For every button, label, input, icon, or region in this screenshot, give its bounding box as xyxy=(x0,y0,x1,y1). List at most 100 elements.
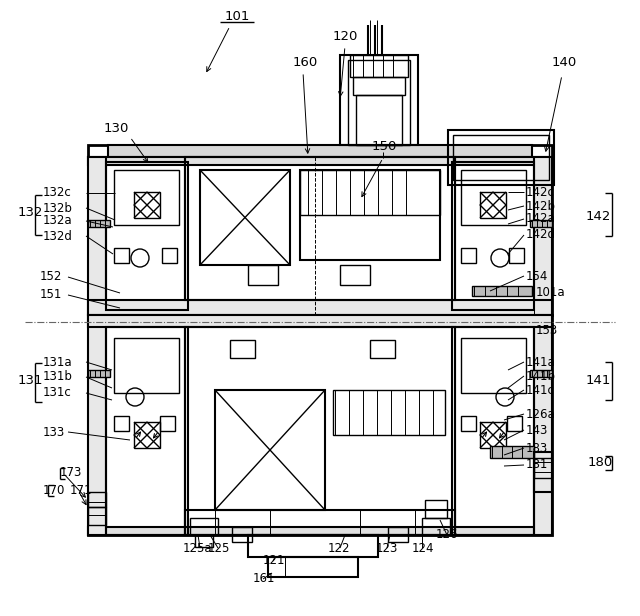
Text: 142: 142 xyxy=(586,209,611,222)
Bar xyxy=(88,157,552,165)
Bar xyxy=(185,157,455,300)
Text: 142d: 142d xyxy=(526,229,556,241)
Text: 132c: 132c xyxy=(43,187,72,200)
Bar xyxy=(88,315,552,327)
Text: 183: 183 xyxy=(526,442,548,455)
Text: 131b: 131b xyxy=(43,370,73,384)
Bar xyxy=(388,527,408,542)
Text: 142b: 142b xyxy=(526,200,556,213)
Bar xyxy=(472,286,532,296)
Bar xyxy=(185,327,455,535)
Bar xyxy=(534,458,552,478)
Bar xyxy=(185,510,455,535)
Bar xyxy=(160,416,175,431)
Bar xyxy=(88,300,552,315)
Bar xyxy=(480,192,506,218)
Bar xyxy=(370,340,395,358)
Bar xyxy=(215,390,325,510)
Text: 125a: 125a xyxy=(183,541,212,554)
Bar xyxy=(108,145,532,157)
Bar xyxy=(200,170,290,265)
Text: 131a: 131a xyxy=(43,355,72,368)
Bar xyxy=(461,248,476,263)
Text: 121: 121 xyxy=(263,554,285,567)
Bar xyxy=(353,77,405,95)
Text: 141: 141 xyxy=(586,373,611,386)
Text: 132b: 132b xyxy=(43,201,73,214)
Bar xyxy=(134,422,160,448)
Text: 151: 151 xyxy=(40,288,62,301)
Bar xyxy=(114,338,179,393)
Bar xyxy=(114,416,129,431)
Bar xyxy=(88,157,106,535)
Text: 161: 161 xyxy=(253,572,275,585)
Bar xyxy=(490,446,534,458)
Text: 132: 132 xyxy=(18,206,44,219)
Bar xyxy=(88,492,106,507)
Bar xyxy=(509,248,524,263)
Bar xyxy=(114,170,179,225)
Bar xyxy=(106,327,188,535)
Text: 153: 153 xyxy=(536,323,558,336)
Bar xyxy=(534,452,552,492)
Bar xyxy=(530,370,552,377)
Bar xyxy=(461,338,526,393)
Bar xyxy=(422,518,450,535)
Text: 120: 120 xyxy=(333,31,358,44)
Text: 131c: 131c xyxy=(43,386,72,400)
Bar xyxy=(425,500,447,518)
Bar xyxy=(230,340,255,358)
Bar xyxy=(88,507,106,525)
Text: 131: 131 xyxy=(18,373,44,386)
Text: 122: 122 xyxy=(328,541,351,554)
Text: 181: 181 xyxy=(526,458,548,471)
Bar xyxy=(507,416,522,431)
Text: 171: 171 xyxy=(70,484,93,496)
Bar xyxy=(333,390,445,435)
Text: 125: 125 xyxy=(208,541,230,554)
Bar xyxy=(106,162,188,310)
Bar xyxy=(300,170,440,260)
Bar xyxy=(162,248,177,263)
Text: 140: 140 xyxy=(552,55,577,68)
Text: 126: 126 xyxy=(436,529,458,541)
Bar xyxy=(232,527,252,542)
Text: 170: 170 xyxy=(43,484,65,496)
Bar xyxy=(348,60,410,145)
Text: 126a: 126a xyxy=(526,408,556,421)
Bar xyxy=(480,422,506,448)
Bar xyxy=(453,135,549,180)
Bar xyxy=(88,220,110,227)
Bar xyxy=(134,192,160,218)
Text: 123: 123 xyxy=(376,541,398,554)
Text: 141a: 141a xyxy=(526,355,556,368)
Bar xyxy=(88,315,552,535)
Bar xyxy=(452,327,534,535)
Text: 142a: 142a xyxy=(526,213,556,225)
Bar xyxy=(248,535,378,557)
Text: 154: 154 xyxy=(526,270,548,283)
Bar xyxy=(534,157,552,535)
Bar xyxy=(356,95,402,145)
Bar xyxy=(88,145,552,315)
Text: 101a: 101a xyxy=(536,286,566,299)
Text: 101: 101 xyxy=(224,10,250,23)
Bar xyxy=(452,162,534,310)
Bar xyxy=(88,370,110,377)
Text: 141b: 141b xyxy=(526,370,556,383)
Text: 141c: 141c xyxy=(526,384,555,397)
Text: 142c: 142c xyxy=(526,185,555,198)
Bar xyxy=(350,55,408,77)
Bar xyxy=(300,170,440,215)
Text: 152: 152 xyxy=(40,270,62,283)
Text: 173: 173 xyxy=(60,466,83,479)
Text: 133: 133 xyxy=(43,426,65,439)
Bar xyxy=(114,248,129,263)
Text: 132a: 132a xyxy=(43,214,72,227)
Bar xyxy=(88,527,552,535)
Bar xyxy=(461,416,476,431)
Text: 130: 130 xyxy=(104,121,129,134)
Bar xyxy=(448,130,554,185)
Bar xyxy=(268,557,358,577)
Text: 143: 143 xyxy=(526,424,548,437)
